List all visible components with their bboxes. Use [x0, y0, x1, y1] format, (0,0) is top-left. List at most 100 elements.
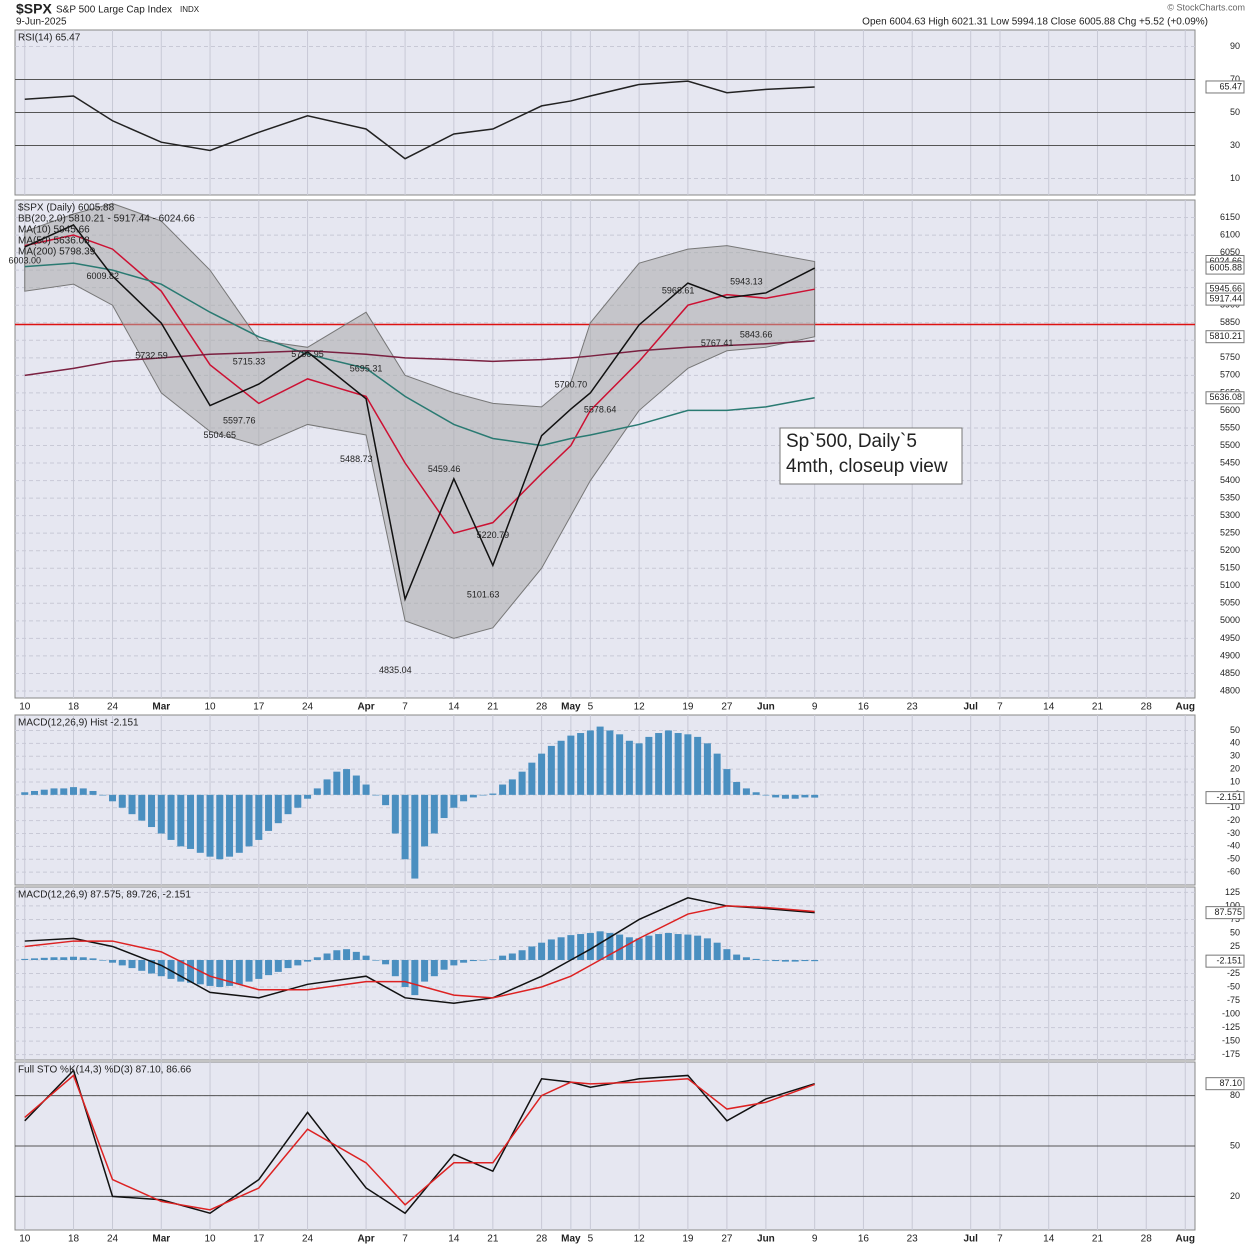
y-tick-label: -25	[1227, 968, 1240, 978]
hist-bar	[206, 794, 214, 857]
hist-bar	[616, 934, 624, 960]
hist-bar	[313, 957, 321, 960]
x-tick-label: 18	[68, 702, 80, 713]
x-tick-label: 24	[107, 1234, 119, 1245]
x-tick-label: 19	[682, 702, 694, 713]
x-tick-label: 27	[721, 702, 733, 713]
series-line	[24, 1068, 815, 1215]
x-tick-label: 23	[907, 702, 919, 713]
hist-bar	[567, 935, 575, 960]
x-tick-label: 10	[19, 1234, 31, 1245]
note-text: Sp`500, Daily`5	[786, 431, 917, 452]
hist-bar	[70, 787, 78, 795]
hist-bar	[538, 753, 546, 795]
y-tick-label: 4850	[1220, 668, 1240, 678]
x-tick-label: Apr	[357, 1234, 374, 1245]
x-tick-label: 28	[1141, 1234, 1153, 1245]
hist-bar	[313, 788, 321, 795]
exchange: INDX	[180, 5, 200, 14]
hist-bar	[606, 932, 614, 960]
x-tick-label: 10	[19, 702, 31, 713]
y-tick-label: -30	[1227, 828, 1240, 838]
name: S&P 500 Large Cap Index	[56, 5, 172, 16]
hist-bar	[762, 959, 770, 961]
x-tick-label: Jun	[757, 1234, 775, 1245]
y-tick-label: 6050	[1220, 247, 1240, 257]
series-line	[24, 340, 815, 377]
hist-bar	[791, 959, 799, 962]
y-tick-label: 5250	[1220, 528, 1240, 538]
hist-bar	[547, 939, 555, 960]
hist-bar	[655, 733, 663, 795]
x-tick-label: 5	[588, 1234, 594, 1245]
hist-bar	[411, 959, 419, 996]
hist-bar	[118, 794, 126, 808]
x-tick-label: Jul	[963, 1234, 978, 1245]
legend-entry: MA(10) 5945.66	[18, 225, 90, 236]
y-tick-label: -75	[1227, 995, 1240, 1005]
hist-bar	[60, 957, 68, 960]
hist-bar	[284, 794, 292, 815]
hist-bar	[538, 942, 546, 960]
hist-bar	[489, 793, 497, 795]
hist-bar	[118, 959, 126, 966]
price-label: 5220.79	[477, 530, 510, 540]
hist-bar	[50, 788, 58, 795]
x-tick-label: 14	[448, 1234, 460, 1245]
hist-bar	[440, 794, 448, 819]
y-tick-label: -50	[1227, 854, 1240, 864]
y-tick-label: 5450	[1220, 457, 1240, 467]
hist-bar	[362, 955, 370, 960]
hist-bar	[684, 734, 692, 795]
x-tick-label: 28	[536, 1234, 548, 1245]
x-tick-label: 10	[204, 702, 216, 713]
y-tick-label: 4950	[1220, 633, 1240, 643]
hist-bar	[567, 735, 575, 795]
y-tick-label: 4800	[1220, 685, 1240, 695]
hist-bar	[304, 959, 312, 962]
hist-bar	[762, 794, 770, 796]
hist-bar	[772, 959, 780, 962]
x-tick-label: 24	[302, 702, 314, 713]
hist-bar	[801, 959, 809, 962]
hist-bar	[664, 932, 672, 960]
x-tick-label: 21	[487, 702, 499, 713]
x-tick-label: 21	[1092, 1234, 1104, 1245]
hist-bar	[226, 794, 234, 857]
hist-bar	[157, 959, 165, 977]
y-tick-label: -10	[1227, 802, 1240, 812]
y-tick-label: 30	[1230, 140, 1240, 150]
legend-entry: MACD(12,26,9) 87.575, 89.726, -2.151	[18, 890, 191, 901]
series-line	[24, 80, 815, 160]
x-tick-label: Jun	[757, 702, 775, 713]
value-box	[1205, 292, 1245, 306]
price-label: 5695.31	[350, 363, 383, 373]
hist-bar	[31, 790, 39, 795]
hist-bar	[167, 794, 175, 840]
y-tick-label: 5150	[1220, 563, 1240, 573]
hist-bar	[196, 794, 204, 853]
hist-bar	[430, 959, 438, 977]
hist-bar	[684, 934, 692, 960]
hist-bar	[323, 953, 331, 960]
y-tick-label: 5500	[1220, 440, 1240, 450]
hist-bar	[655, 934, 663, 960]
hist-bar	[284, 959, 292, 969]
hist-bar	[31, 958, 39, 960]
hist-bar	[723, 949, 731, 960]
x-tick-label: 14	[448, 702, 460, 713]
hist-bar	[274, 959, 282, 972]
value-box-label: 6005.88	[1209, 262, 1242, 272]
hist-bar	[60, 788, 68, 795]
x-tick-label: 16	[858, 1234, 870, 1245]
y-tick-label: 5550	[1220, 422, 1240, 432]
hist-bar	[606, 730, 614, 795]
x-tick-label: 23	[907, 1234, 919, 1245]
price-label: 4835.04	[379, 665, 412, 675]
y-tick-label: -50	[1227, 981, 1240, 991]
y-tick-label: 5750	[1220, 352, 1240, 362]
hist-bar	[372, 794, 380, 796]
hist-bar	[128, 794, 136, 815]
y-tick-label: 5300	[1220, 510, 1240, 520]
